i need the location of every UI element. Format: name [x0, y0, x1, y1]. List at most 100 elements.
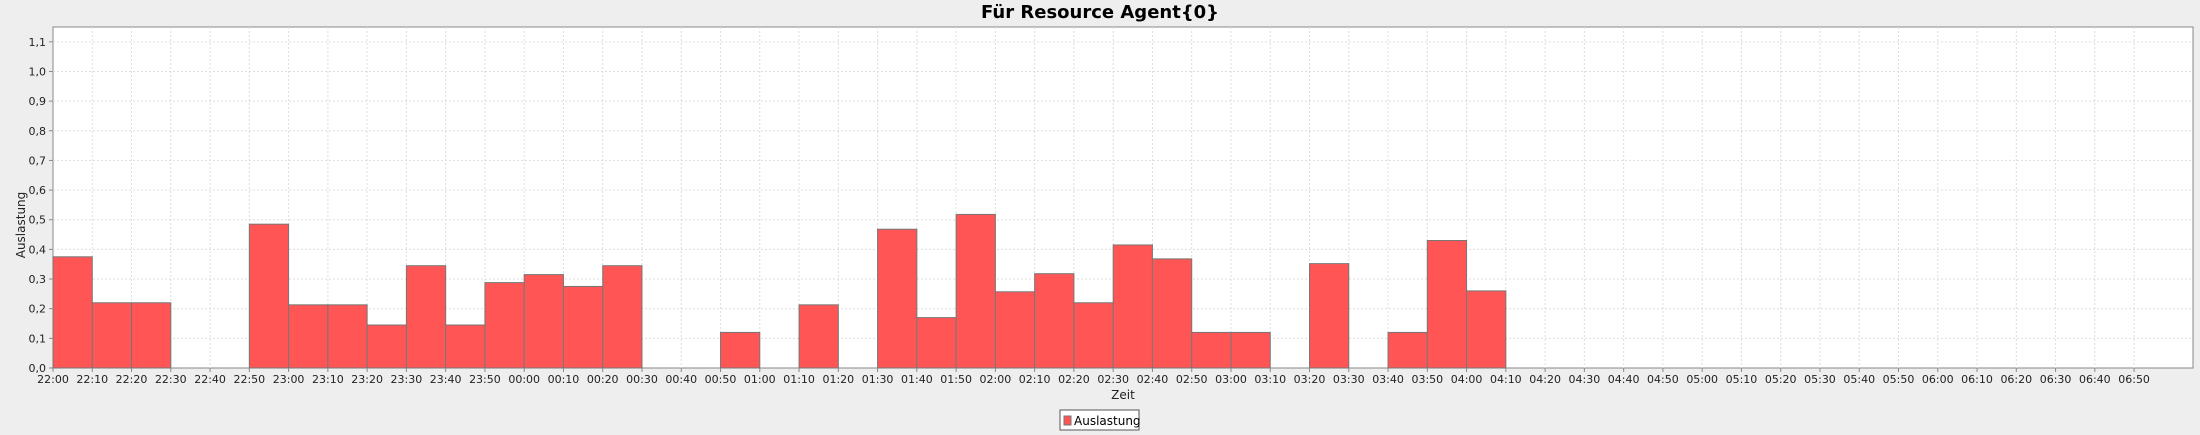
bar: [720, 331, 761, 369]
x-tick-label: 06:50: [2118, 373, 2150, 386]
x-tick-label: 22:10: [76, 373, 108, 386]
x-tick-label: 04:30: [1569, 373, 1601, 386]
bar: [248, 223, 290, 369]
x-tick-label: 01:10: [783, 373, 815, 386]
x-tick-label: 02:50: [1176, 373, 1208, 386]
x-tick-label: 23:10: [312, 373, 344, 386]
x-tick-label: 04:10: [1490, 373, 1522, 386]
legend-box: [1059, 409, 1140, 431]
bar: [1309, 263, 1350, 369]
x-tick-label: 22:00: [37, 373, 69, 386]
chart-title: Für Resource Agent{0}: [981, 2, 1219, 23]
bar: [1466, 290, 1507, 369]
x-tick-label: 23:50: [469, 373, 501, 386]
legend-swatch: [1063, 415, 1072, 426]
x-tick-label: 00:00: [508, 373, 540, 386]
y-axis-title: Auslastung: [14, 192, 28, 259]
x-tick-label: 01:00: [744, 373, 776, 386]
x-tick-label: 23:00: [273, 373, 305, 386]
legend-label: Auslastung: [1074, 414, 1141, 428]
bar: [798, 304, 839, 369]
x-tick-label: 00:50: [705, 373, 737, 386]
x-tick-label: 22:40: [194, 373, 226, 386]
bar: [1230, 331, 1271, 369]
x-tick-label: 03:00: [1215, 373, 1247, 386]
bar: [916, 317, 957, 369]
bar: [1112, 244, 1153, 369]
y-tick-label: 0,2: [29, 303, 47, 316]
x-tick-label: 05:50: [1883, 373, 1915, 386]
bar: [288, 304, 329, 369]
bar: [1191, 331, 1232, 369]
bar: [91, 302, 133, 369]
x-tick-label: 06:20: [2000, 373, 2032, 386]
x-tick-label: 03:10: [1254, 373, 1286, 386]
y-tick-label: 0,7: [29, 154, 47, 167]
y-tick-label: 1,1: [29, 36, 47, 49]
x-tick-label: 00:30: [626, 373, 658, 386]
x-tick-label: 06:30: [2040, 373, 2072, 386]
x-tick-label: 23:40: [430, 373, 462, 386]
x-tick-label: 02:20: [1058, 373, 1090, 386]
x-tick-label: 04:50: [1647, 373, 1679, 386]
bar: [366, 324, 407, 369]
x-tick-label: 03:50: [1411, 373, 1443, 386]
y-axis: 0,0 0,1 0,2 0,3 0,4 0,5 0,6 0,7 0,8 0,9 1,0 1,1: [29, 36, 53, 375]
x-tick-label: 04:20: [1529, 373, 1561, 386]
bar: [994, 291, 1036, 369]
x-axis: 22:00 22:10 22:20 22:30 22:40 22:50 23:00 23:10…: [37, 368, 2150, 386]
x-tick-label: 23:20: [351, 373, 383, 386]
y-tick-label: 0,1: [29, 332, 47, 345]
x-tick-label: 00:40: [665, 373, 697, 386]
x-tick-label: 05:00: [1686, 373, 1718, 386]
x-tick-label: 06:00: [1922, 373, 1954, 386]
legend: Auslastung: [1059, 409, 1141, 431]
x-tick-label: 05:30: [1804, 373, 1836, 386]
bar: [877, 228, 918, 369]
x-axis-title: Zeit: [1111, 388, 1135, 402]
x-tick-label: 01:40: [901, 373, 933, 386]
x-tick-label: 06:10: [1961, 373, 1993, 386]
bar: [1151, 258, 1193, 369]
y-tick-label: 1,0: [29, 65, 47, 78]
bar: [602, 265, 643, 369]
x-tick-label: 02:00: [980, 373, 1012, 386]
x-tick-label: 01:30: [862, 373, 894, 386]
y-tick-label: 0,6: [29, 184, 47, 197]
bar: [1387, 331, 1428, 369]
x-tick-label: 02:40: [1137, 373, 1169, 386]
x-tick-label: 02:30: [1097, 373, 1129, 386]
x-tick-label: 22:20: [116, 373, 148, 386]
y-tick-label: 0,5: [29, 214, 47, 227]
bar: [405, 265, 447, 369]
x-tick-label: 05:40: [1843, 373, 1875, 386]
y-tick-label: 0,4: [29, 243, 47, 256]
x-tick-label: 03:30: [1333, 373, 1365, 386]
bar: [562, 285, 604, 369]
y-tick-label: 0,0: [29, 362, 47, 375]
x-tick-label: 00:20: [587, 373, 619, 386]
x-tick-label: 01:50: [940, 373, 972, 386]
x-tick-label: 06:40: [2079, 373, 2111, 386]
bars: [52, 213, 1507, 369]
y-tick-label: 0,9: [29, 95, 47, 108]
x-tick-label: 02:10: [1019, 373, 1051, 386]
x-tick-label: 00:10: [548, 373, 580, 386]
x-tick-label: 03:40: [1372, 373, 1404, 386]
bar: [484, 282, 525, 369]
bar: [523, 274, 564, 369]
y-tick-label: 0,8: [29, 125, 47, 138]
bar: [327, 304, 368, 369]
bar: [955, 213, 996, 369]
x-tick-label: 23:30: [391, 373, 423, 386]
x-tick-label: 05:10: [1726, 373, 1758, 386]
x-tick-label: 04:40: [1608, 373, 1640, 386]
x-tick-label: 22:30: [155, 373, 187, 386]
bar: [445, 324, 486, 369]
bar: [1073, 302, 1114, 369]
x-tick-label: 03:20: [1294, 373, 1326, 386]
y-tick-label: 0,3: [29, 273, 47, 286]
x-tick-label: 04:00: [1451, 373, 1483, 386]
